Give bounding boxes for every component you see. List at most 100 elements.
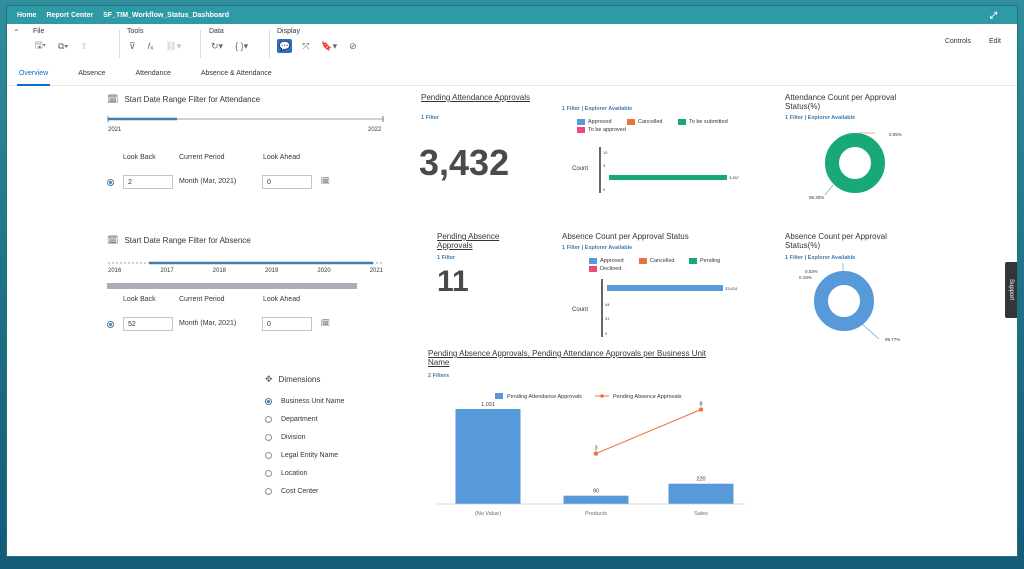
dimension-radio[interactable]	[265, 487, 272, 495]
dimension-label: Location	[281, 469, 308, 477]
absence-look-ahead-input[interactable]: 0	[262, 317, 312, 331]
attendance-donut-links[interactable]: 1 Filter | Explorer Available	[785, 115, 856, 121]
breadcrumb-home[interactable]: Home	[17, 11, 37, 19]
dimension-label: Business Unit Name	[281, 397, 345, 405]
donut-label: 0.03%	[805, 269, 818, 274]
category-label: (No Value)	[475, 511, 501, 517]
legend-label: Approved	[600, 258, 624, 264]
dimension-radio[interactable]	[265, 451, 272, 459]
dimension-radio[interactable]	[265, 433, 272, 441]
support-tab[interactable]: Support	[1005, 262, 1017, 318]
attendance-look-back-input[interactable]: 2	[123, 175, 173, 189]
attendance-chart-explorer[interactable]: Explorer Available	[584, 106, 633, 112]
legend-to-be-submitted: To be submitted	[678, 119, 728, 125]
comment-icon[interactable]: 💬	[277, 39, 293, 53]
share-icon[interactable]: ⇪	[80, 40, 88, 51]
absence-filter-header: 🗓 Start Date Range Filter for Absence	[107, 235, 251, 246]
absence-donut-filter[interactable]: 1 Filter	[785, 255, 804, 261]
fullscreen-icon[interactable]: ⤢	[989, 10, 997, 20]
file-group: File 🖫▾ ⧉▾ ⇪	[33, 28, 90, 53]
copy-icon[interactable]: ⧉▾	[58, 40, 69, 51]
tick-label: 10	[603, 150, 608, 155]
attendance-calendar-icon[interactable]: 🗓	[321, 178, 330, 185]
attendance-chart-links[interactable]: 1 Filter | Explorer Available	[562, 106, 633, 112]
link-icon[interactable]: ⛓▾	[165, 40, 182, 51]
collapse-toolbar-icon[interactable]: ⌃	[13, 28, 20, 37]
attendance-chart-ylabel: Count	[572, 166, 589, 172]
attendance-look-ahead-label: Look Ahead	[263, 154, 300, 161]
dimension-item[interactable]: Department	[265, 410, 344, 428]
check-circle-icon[interactable]: ⊘	[349, 40, 357, 51]
variables-icon[interactable]: { }▾	[235, 40, 249, 51]
dimension-radio[interactable]	[265, 415, 272, 423]
attendance-look-ahead-input[interactable]: 0	[262, 175, 312, 189]
dimension-item[interactable]: Cost Center	[265, 482, 344, 500]
legend-to-be-approved: To be approved	[577, 127, 626, 133]
dimension-item[interactable]: Division	[265, 428, 344, 446]
donut-slice-main	[825, 133, 885, 193]
attendance-range-start: 2021	[108, 127, 122, 133]
tab-overview[interactable]: Overview	[16, 64, 51, 86]
legend-label: Declined	[600, 266, 622, 272]
legend-label: To be submitted	[689, 119, 728, 125]
absence-look-back-input[interactable]: 52	[123, 317, 173, 331]
edit-button[interactable]: Edit	[988, 38, 1001, 45]
toolbar: ⌃ File 🖫▾ ⧉▾ ⇪ Tools ⊽ 𝑓ₓ ⛓▾ Data ↻▾ { }…	[7, 24, 1017, 64]
tab-absence-attendance[interactable]: Absence & Attendance	[200, 70, 272, 77]
combo-chart-title[interactable]: Pending Absence Approvals, Pending Atten…	[428, 349, 706, 367]
absence-period-radio[interactable]	[107, 321, 114, 328]
tools-group-label: Tools	[127, 28, 144, 35]
line-point	[593, 451, 599, 456]
save-icon[interactable]: 🖫▾	[35, 40, 46, 50]
absence-calendar-icon[interactable]: 🗓	[321, 320, 330, 327]
bar-sales	[668, 483, 734, 504]
calendar-icon: 🗓	[107, 235, 119, 245]
absence-chart-filter[interactable]: 1 Filter	[562, 245, 581, 251]
absence-donut-links[interactable]: 1 Filter | Explorer Available	[785, 255, 856, 261]
absence-donut-title: Absence Count per Approval Status(%)	[785, 232, 887, 250]
combo-legend: Pending Attendance Approvals Pending Abs…	[495, 393, 682, 400]
tick-label: 31	[605, 316, 610, 321]
refresh-icon[interactable]: ↻▾	[211, 40, 224, 51]
breadcrumb-report-center[interactable]: Report Center	[46, 11, 94, 19]
controls-button[interactable]: Controls	[944, 38, 971, 45]
bar-label: 33,624	[725, 286, 738, 291]
absence-current-period-value: Month (Mar, 2021)	[179, 320, 237, 327]
pending-absence-title[interactable]: Pending Absence Approvals	[437, 232, 500, 250]
attendance-donut-title: Attendance Count per Approval Status(%)	[785, 93, 897, 111]
pending-absence-filter[interactable]: 1 Filter	[437, 255, 456, 261]
dimension-label: Division	[281, 433, 306, 441]
attendance-donut-filter[interactable]: 1 Filter	[785, 115, 804, 121]
fit-screen-icon[interactable]: ⤧	[302, 40, 310, 51]
line-pending-absence	[595, 409, 702, 455]
attendance-donut-explorer[interactable]: Explorer Available	[807, 115, 856, 121]
bookmark-icon[interactable]: 🔖▾	[321, 40, 338, 51]
absence-range-slider[interactable]	[107, 253, 387, 293]
filter-icon[interactable]: ⊽	[129, 40, 136, 51]
absence-chart-explorer[interactable]: Explorer Available	[584, 245, 633, 251]
pending-absence-value: 11	[437, 265, 469, 298]
absence-chart-links[interactable]: 1 Filter | Explorer Available	[562, 245, 633, 251]
dimension-item[interactable]: Location	[265, 464, 344, 482]
legend-label: To be approved	[588, 127, 626, 133]
tick-label: 3	[603, 163, 606, 168]
tab-attendance[interactable]: Attendance	[135, 70, 171, 77]
attendance-period-radio[interactable]	[107, 179, 114, 186]
attendance-chart-filter[interactable]: 1 Filter	[562, 106, 581, 112]
pending-attendance-filter[interactable]: 1 Filter	[421, 115, 440, 121]
tab-absence[interactable]: Absence	[78, 70, 106, 77]
absence-year: 2018	[212, 268, 227, 274]
dimension-label: Cost Center	[281, 487, 319, 495]
absence-donut-explorer[interactable]: Explorer Available	[807, 255, 856, 261]
dimension-radio[interactable]	[265, 397, 272, 405]
data-group-label: Data	[209, 28, 224, 35]
dimension-item[interactable]: Business Unit Name	[265, 392, 344, 410]
combo-chart-filter[interactable]: 2 Filters	[428, 373, 450, 379]
dimension-label: Legal Entity Name	[281, 451, 339, 459]
pending-attendance-title[interactable]: Pending Attendance Approvals	[421, 93, 530, 102]
dimension-item[interactable]: Legal Entity Name	[265, 446, 344, 464]
formula-icon[interactable]: 𝑓ₓ	[147, 40, 154, 51]
bar-value-label: 1,031	[481, 402, 495, 408]
attendance-range-slider[interactable]	[107, 111, 387, 131]
dimension-radio[interactable]	[265, 469, 272, 477]
